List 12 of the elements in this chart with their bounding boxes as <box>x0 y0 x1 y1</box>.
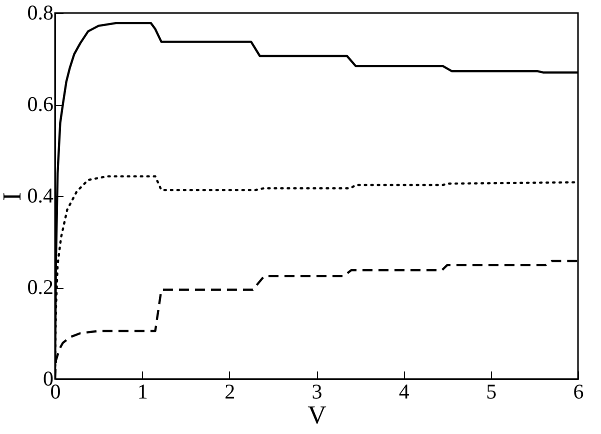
x-tick-label: 2 <box>224 380 236 404</box>
y-tick-label: 0.6 <box>27 92 54 116</box>
x-tick-label: 3 <box>312 380 322 404</box>
y-axis-title: I <box>0 192 26 201</box>
x-tick-label: 4 <box>398 380 410 404</box>
x-tick-label: 1 <box>137 380 148 404</box>
x-tick-label: 5 <box>486 380 497 404</box>
x-axis-title: V <box>308 400 327 430</box>
y-tick-label: 0.4 <box>27 184 54 208</box>
y-tick-label: 0.8 <box>27 0 54 24</box>
x-tick-label: 6 <box>573 380 584 404</box>
y-tick-label: 0.2 <box>27 275 54 299</box>
